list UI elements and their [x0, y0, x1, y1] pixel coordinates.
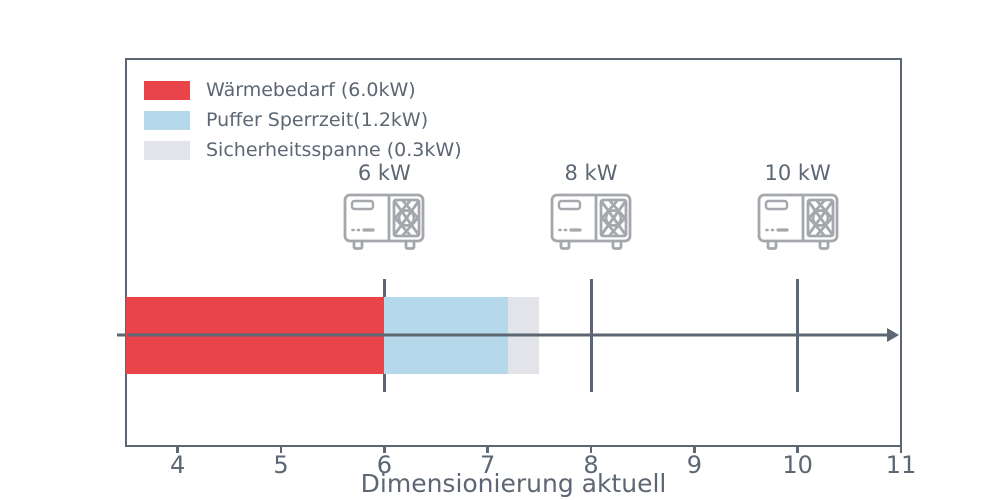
- legend-swatch: [144, 80, 190, 100]
- heat-pump-marker-line: [589, 279, 593, 392]
- x-tick-label: 7: [480, 451, 496, 479]
- x-tick-mark: [176, 445, 179, 453]
- plot-area: [125, 58, 902, 447]
- legend-item: Sicherheitsspanne (0.3kW): [144, 135, 462, 165]
- x-tick-mark: [589, 445, 593, 453]
- x-tick-mark: [796, 445, 799, 453]
- heat-pump-icon: [549, 192, 633, 256]
- x-axis-label: Dimensionierung aktuell: [360, 469, 667, 498]
- bar-segment-puffer-sperrzeit: [384, 297, 509, 374]
- x-tick-label: 5: [273, 451, 289, 479]
- legend-label: Puffer Sperrzeit(1.2kW): [206, 109, 429, 131]
- x-tick-mark: [693, 445, 696, 453]
- legend-swatch: [144, 140, 190, 160]
- legend-label: Sicherheitsspanne (0.3kW): [206, 139, 462, 161]
- heat-pump-icon: [342, 192, 426, 256]
- heat-pump-marker-line: [796, 279, 800, 392]
- x-tick-label: 10: [782, 451, 813, 479]
- x-tick-label: 6: [376, 451, 392, 479]
- bar-segment-sicherheitsspanne: [508, 297, 540, 374]
- heat-pump-size-label: 10 kW: [764, 161, 831, 185]
- heat-pump-icon: [756, 192, 840, 256]
- x-tick-label: 9: [686, 451, 702, 479]
- x-tick-mark: [486, 445, 489, 453]
- legend-item: Wärmebedarf (6.0kW): [144, 75, 462, 105]
- x-tick-mark: [279, 445, 283, 453]
- x-tick-label: 11: [885, 451, 917, 479]
- legend: Wärmebedarf (6.0kW) Puffer Sperrzeit(1.2k…: [144, 75, 462, 165]
- x-tick-mark: [899, 445, 903, 453]
- legend-label: Wärmebedarf (6.0kW): [206, 79, 416, 101]
- legend-swatch: [144, 110, 190, 130]
- x-tick-label: 8: [583, 451, 599, 479]
- heat-pump-size-label: 8 kW: [564, 161, 618, 185]
- bar-segment-wärmebedarf: [126, 297, 385, 374]
- heat-pump-size-label: 6 kW: [357, 161, 411, 185]
- x-tick-mark: [383, 445, 386, 453]
- legend-item: Puffer Sperrzeit(1.2kW): [144, 105, 462, 135]
- x-tick-label: 4: [170, 451, 186, 479]
